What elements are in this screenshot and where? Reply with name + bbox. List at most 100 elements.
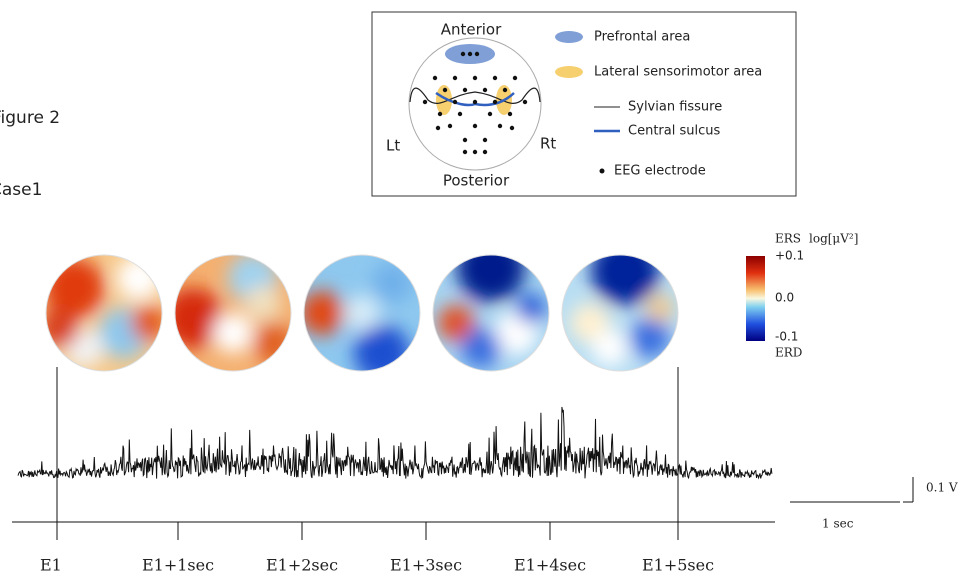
electrode — [472, 123, 478, 129]
electrode — [509, 125, 515, 131]
electrode — [462, 137, 468, 143]
legend-label: Sylvian fissure — [628, 100, 722, 115]
electrode — [447, 123, 453, 129]
map-blob — [344, 295, 380, 331]
map-outline — [432, 254, 550, 372]
electrodes — [422, 51, 528, 155]
case-label: Case1 — [0, 180, 42, 200]
electrode — [432, 75, 438, 81]
electrode — [497, 123, 503, 129]
legend-label: EEG electrode — [614, 164, 706, 179]
colorbar-title: ERS — [775, 232, 801, 246]
map-outline — [45, 254, 163, 372]
electrode — [437, 111, 443, 117]
time-label: E1+2sec — [266, 556, 338, 575]
map-blob — [592, 330, 628, 366]
map-outline — [174, 254, 292, 372]
topographic-map — [46, 255, 162, 371]
map-blob — [591, 255, 659, 305]
colorbar-bottom-title: ERD — [775, 346, 802, 360]
electrode — [422, 99, 428, 105]
map-outline — [303, 254, 421, 372]
map-blob — [117, 256, 161, 300]
legend-label: Prefrontal area — [594, 30, 690, 45]
electrode — [482, 137, 488, 143]
colorbar-unit: log[μV²] — [809, 232, 858, 246]
legend-swatch — [555, 31, 583, 43]
map-blob — [457, 255, 525, 302]
electrode — [452, 99, 458, 105]
map-blob — [131, 305, 162, 341]
map-outline — [561, 254, 679, 372]
map-blob — [213, 313, 253, 353]
electrode — [472, 75, 478, 81]
legend: Anterior Posterior Lt Rt Prefrontal area… — [371, 11, 797, 197]
electrode — [457, 111, 463, 117]
electrode — [492, 99, 498, 105]
map-blobs — [438, 255, 546, 368]
electrode — [472, 149, 478, 155]
electrode — [435, 125, 441, 131]
map-blob — [46, 308, 79, 348]
electrode — [492, 75, 498, 81]
time-label: E1+1sec — [142, 556, 214, 575]
map-blob — [304, 291, 344, 335]
map-blob — [570, 303, 610, 343]
legend-swatch — [599, 168, 605, 174]
colorbar-bottom: -0.1 — [775, 330, 798, 344]
colorbar-scale — [746, 256, 765, 341]
electrode — [467, 51, 473, 57]
electrode — [462, 87, 468, 93]
voltage-scale-label: 0.1 V — [926, 481, 958, 495]
time-ticks: E1 E1+1sec E1+2sec E1+3sec E1+4sec E1+5sec — [40, 522, 714, 575]
time-scale-label: 1 sec — [822, 517, 854, 531]
posterior-label: Posterior — [443, 172, 510, 190]
right-label: Rt — [540, 135, 556, 153]
map-blob — [253, 323, 291, 363]
left-label: Lt — [386, 137, 400, 155]
anterior-label: Anterior — [441, 21, 502, 39]
time-label: E1+5sec — [642, 556, 714, 575]
electrode — [474, 51, 480, 57]
topographic-maps — [45, 254, 679, 372]
electrode — [522, 99, 528, 105]
figure-title: Figure 2 — [0, 108, 60, 128]
electrode — [487, 111, 493, 117]
colorbar: ERS log[μV²] +0.1 0.0 -0.1 ERD — [746, 232, 858, 360]
electrode — [502, 87, 508, 93]
electrode — [507, 111, 513, 117]
map-blob — [646, 294, 674, 322]
time-label: E1 — [40, 556, 62, 575]
electrode — [512, 75, 518, 81]
topographic-map — [175, 255, 291, 371]
map-blob — [516, 293, 546, 323]
electrode — [472, 99, 478, 105]
time-label: E1+3sec — [390, 556, 462, 575]
electrode — [462, 149, 468, 155]
map-blobs — [570, 255, 674, 366]
topographic-map — [304, 255, 420, 371]
emg-trace — [17, 406, 773, 480]
electrode — [482, 149, 488, 155]
legend-label: Central sulcus — [628, 124, 720, 139]
electrode — [460, 51, 466, 57]
map-blob — [630, 318, 670, 358]
electrode — [482, 87, 488, 93]
legend-label: Lateral sensorimotor area — [594, 65, 762, 80]
map-blob — [438, 305, 474, 341]
sensorimotor-left — [436, 85, 452, 115]
map-blob — [354, 325, 410, 371]
map-blob — [372, 263, 412, 303]
legend-swatch — [555, 66, 583, 78]
time-label: E1+4sec — [514, 556, 586, 575]
colorbar-middle: 0.0 — [775, 291, 794, 305]
colorbar-top: +0.1 — [775, 249, 804, 263]
electrode — [442, 87, 448, 93]
map-blob — [461, 328, 501, 368]
electrode — [452, 75, 458, 81]
topographic-map — [562, 255, 678, 371]
map-blob — [245, 285, 281, 321]
sylvian-fissure — [409, 87, 541, 104]
topographic-map — [433, 255, 549, 371]
